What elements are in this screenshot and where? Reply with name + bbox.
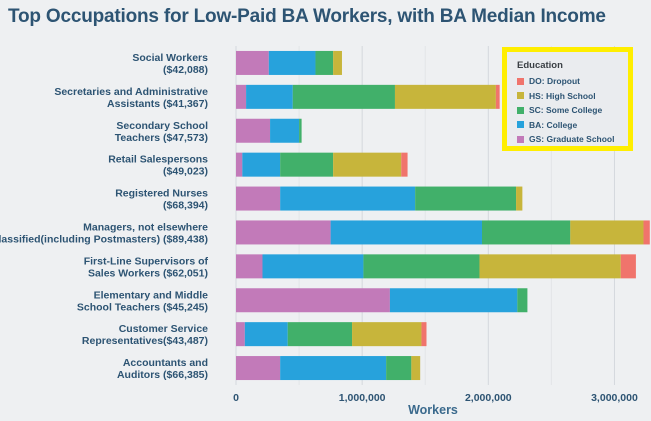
legend-label: HS: High School <box>529 90 596 101</box>
bar-segment-4-2 <box>415 186 517 211</box>
bar-segment-0-0 <box>236 50 269 75</box>
bar-segment-9-1 <box>280 356 387 381</box>
x-tick-label-0: 0 <box>233 392 239 404</box>
legend-item-3: BA: College <box>517 118 628 133</box>
bar-segment-4-0 <box>236 186 281 211</box>
category-label-line: Customer Service <box>119 323 208 335</box>
bar-segment-1-1 <box>246 84 293 109</box>
category-label-4: Registered Nurses ($68,394) <box>115 188 208 212</box>
legend-label: GS: Graduate School <box>529 134 615 145</box>
category-label-2: Secondary School Teachers ($47,573) <box>115 120 208 144</box>
category-label-7: Elementary and Middle School Teachers ($4… <box>77 289 208 313</box>
legend-swatch <box>517 77 524 85</box>
legend-title: Education <box>517 60 563 71</box>
category-label-line: Representatives($43,487) <box>82 335 208 347</box>
bar-segment-0-3 <box>333 50 342 75</box>
legend-label: BA: College <box>529 119 578 130</box>
bar-segment-6-4 <box>620 254 636 279</box>
legend-items: DO: Dropout HS: High School SC: Some Colle… <box>517 74 628 147</box>
x-axis-title: Workers <box>408 403 458 417</box>
bar-segment-5-2 <box>482 220 571 245</box>
legend-item-0: DO: Dropout <box>517 74 628 89</box>
bar-segment-3-3 <box>333 152 402 177</box>
category-label-line: Auditors ($66,385) <box>117 369 208 381</box>
bar-segment-5-0 <box>236 220 331 245</box>
bar-segment-3-1 <box>242 152 281 177</box>
category-label-line: First-Line Supervisors of <box>84 255 209 267</box>
category-label-line: Social Workers <box>132 52 208 64</box>
bar-segment-6-0 <box>236 254 263 279</box>
x-tick-label-1: 1,000,000 <box>339 392 386 404</box>
bar-segment-6-1 <box>262 254 364 279</box>
category-label-6: First-Line Supervisors of Sales Workers (… <box>84 255 209 279</box>
category-label-line: Teachers ($47,573) <box>115 132 208 144</box>
category-label-line: Registered Nurses <box>115 188 208 200</box>
category-label-line: ($49,023) <box>163 166 208 178</box>
legend-swatch <box>517 135 524 143</box>
bar-segment-8-0 <box>236 322 245 347</box>
legend-item-1: HS: High School <box>517 89 628 104</box>
bar-segment-3-2 <box>280 152 334 177</box>
bar-segment-7-0 <box>236 288 390 313</box>
bar-segment-0-2 <box>315 50 334 75</box>
category-label-line: Managers, not elsewhere <box>83 221 208 233</box>
bar-segment-1-4 <box>495 84 500 109</box>
bar-segment-3-0 <box>236 152 243 177</box>
bar-segment-8-1 <box>244 322 288 347</box>
chart-title: Top Occupations for Low-Paid BA Workers,… <box>8 6 606 27</box>
legend-label: DO: Dropout <box>529 76 580 87</box>
bar-segment-4-3 <box>516 186 523 211</box>
legend-swatch <box>517 92 524 100</box>
bar-segment-5-3 <box>570 220 644 245</box>
category-label-1: Secretaries and Administrative Assistants… <box>54 86 208 110</box>
bar-segment-1-2 <box>292 84 395 109</box>
bar-segment-2-2 <box>299 118 302 143</box>
bar-segment-6-3 <box>479 254 621 279</box>
category-label-line: School Teachers ($45,245) <box>77 301 208 313</box>
bar-segment-7-2 <box>517 288 528 313</box>
category-label-line: classified(including Postmasters) ($89,4… <box>0 233 208 245</box>
category-label-8: Customer Service Representatives($43,487) <box>82 323 208 347</box>
category-label-line: Secondary School <box>116 120 208 132</box>
category-label-0: Social Workers ($42,088) <box>132 52 208 76</box>
bar-segment-9-2 <box>386 356 412 381</box>
bar-segment-9-0 <box>236 356 281 381</box>
bar-segment-2-1 <box>270 118 300 143</box>
category-label-line: Sales Workers ($62,051) <box>88 267 208 279</box>
category-label-9: Accountants and Auditors ($66,385) <box>117 357 208 381</box>
category-label-5: Managers, not elsewhere classified(includ… <box>0 221 208 245</box>
x-tick-label-3: 3,000,000 <box>591 392 638 404</box>
bar-segment-8-2 <box>287 322 353 347</box>
category-label-line: ($42,088) <box>163 64 208 76</box>
legend-swatch <box>517 106 524 114</box>
legend: Education DO: Dropout HS: High School SC: … <box>502 47 633 151</box>
x-tick-label-2: 2,000,000 <box>465 392 512 404</box>
category-label-3: Retail Salespersons ($49,023) <box>108 154 208 178</box>
bar-segment-7-1 <box>389 288 518 313</box>
bar-segment-2-0 <box>236 118 271 143</box>
category-label-line: Assistants ($41,367) <box>107 98 208 110</box>
bar-segment-0-1 <box>268 50 316 75</box>
legend-item-4: GS: Graduate School <box>517 132 628 147</box>
bar-segment-9-3 <box>411 356 421 381</box>
bar-segment-3-4 <box>401 152 408 177</box>
category-label-line: Elementary and Middle <box>94 289 209 301</box>
bar-segment-1-0 <box>236 84 247 109</box>
bar-segment-8-3 <box>352 322 422 347</box>
bar-segment-6-2 <box>363 254 480 279</box>
bar-segment-5-4 <box>643 220 650 245</box>
category-label-line: Accountants and <box>123 357 208 369</box>
bar-segment-8-4 <box>421 322 427 347</box>
bar-segment-5-1 <box>330 220 482 245</box>
legend-item-2: SC: Some College <box>517 103 628 118</box>
category-label-line: ($68,394) <box>163 200 208 212</box>
legend-swatch <box>517 121 524 129</box>
bar-segment-4-1 <box>280 186 416 211</box>
legend-label: SC: Some College <box>529 105 603 116</box>
bar-segment-1-3 <box>394 84 496 109</box>
category-label-line: Retail Salespersons <box>108 154 208 166</box>
category-label-line: Secretaries and Administrative <box>54 86 208 98</box>
